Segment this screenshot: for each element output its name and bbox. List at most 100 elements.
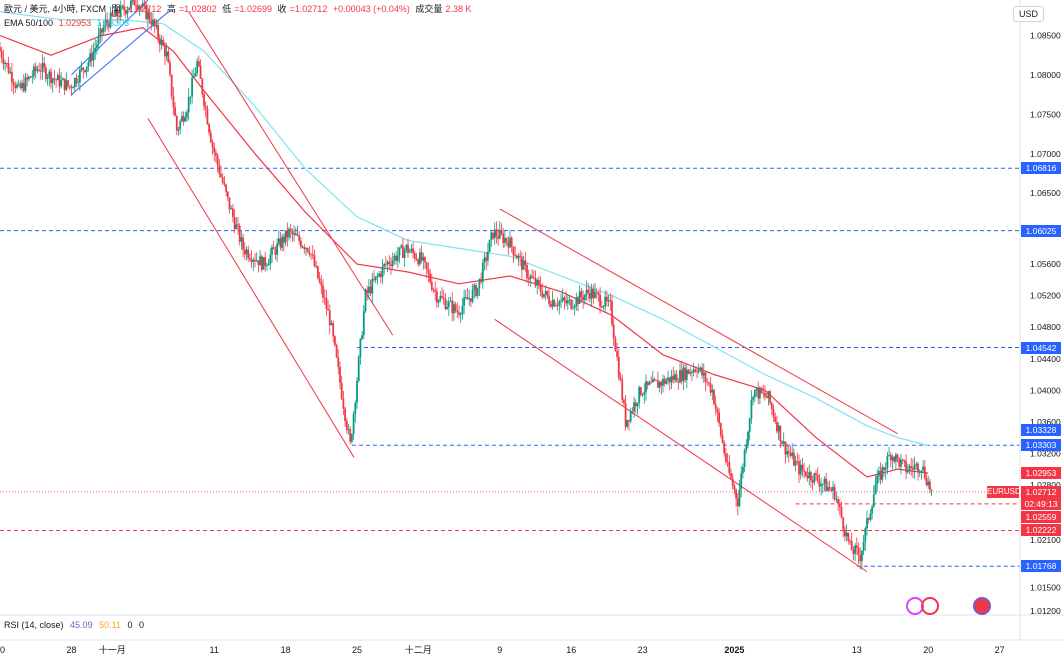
candle-body [879, 471, 882, 480]
candle-body [896, 454, 899, 459]
candle-body [551, 299, 554, 307]
price-tag: 1.03328 [1021, 423, 1061, 436]
candle-body [323, 297, 326, 299]
candle-body [623, 399, 625, 404]
candle-body [468, 298, 471, 300]
candle-body [184, 117, 187, 122]
candle-body [735, 489, 737, 499]
candle-body [762, 392, 765, 394]
candle-body [645, 381, 647, 393]
candle-body [816, 474, 819, 482]
candle-body [90, 53, 93, 61]
candle-body [915, 463, 918, 466]
y-tick-label: 1.07500 [1030, 109, 1061, 119]
candle-body [419, 252, 421, 265]
y-tick-label: 1.04000 [1030, 385, 1061, 395]
candle-body [454, 304, 457, 311]
y-tick-label: 1.03200 [1030, 448, 1061, 458]
candle-body [327, 308, 329, 311]
candle-body [459, 314, 462, 316]
flag-icon-3[interactable] [973, 597, 991, 615]
candle-body [466, 297, 469, 300]
candle-body [592, 288, 595, 298]
candle-body [420, 252, 423, 261]
channel-line[interactable] [188, 11, 394, 336]
flag-icon-2[interactable] [921, 597, 939, 615]
candle-body [21, 82, 23, 89]
candle-body [587, 289, 590, 294]
candle-body [515, 255, 518, 259]
candle-body [492, 232, 494, 239]
candle-body [179, 121, 182, 129]
candle-body [209, 132, 212, 143]
candle-body [657, 380, 659, 388]
candle-body [167, 51, 170, 63]
candle-body [230, 208, 233, 210]
candle-body [289, 228, 292, 232]
candle-body [271, 247, 273, 255]
candle-body [923, 466, 926, 479]
candle-body [55, 79, 57, 81]
rsi-header[interactable]: RSI (14, close) 45.09 50.11 0 0 [4, 620, 148, 630]
channel-line[interactable] [147, 118, 355, 458]
candle-body [721, 435, 724, 443]
candle-body [29, 76, 32, 78]
candle-body [796, 461, 799, 462]
candle-body [616, 351, 618, 357]
candle-body [475, 285, 477, 296]
candle-body [215, 152, 217, 156]
candle-body [238, 225, 241, 242]
y-tick-label: 1.08500 [1030, 30, 1061, 40]
channel-line[interactable] [499, 208, 898, 435]
candle-body [60, 80, 63, 87]
candle-body [157, 24, 159, 38]
candle-body [291, 231, 294, 235]
candle-body [844, 529, 846, 537]
candle-body [424, 257, 426, 263]
candle-body [451, 300, 454, 314]
candle-body [162, 39, 165, 46]
candle-body [804, 471, 807, 476]
currency-button[interactable]: USD [1012, 6, 1044, 22]
candle-body [580, 291, 583, 297]
candle-body [553, 299, 556, 307]
candle-body [753, 389, 756, 398]
candle-body [412, 248, 414, 254]
candle-body [685, 369, 688, 380]
candle-body [889, 455, 892, 461]
trendline-up-2[interactable] [71, 0, 149, 76]
candle-body [220, 173, 222, 178]
candle-body [498, 230, 501, 239]
candle-body [305, 248, 307, 250]
candle-body [141, 3, 144, 7]
candle-body [41, 63, 44, 72]
candle-body [646, 381, 649, 385]
ema-header[interactable]: EMA 50/100 1.02953 1.03303 [4, 18, 132, 29]
candle-body [830, 488, 833, 491]
candle-body [470, 298, 472, 302]
level-tag: 1.04542 [1021, 341, 1061, 354]
candle-body [175, 115, 178, 131]
channel-line[interactable] [494, 318, 868, 573]
candle-body [68, 85, 71, 87]
candle-body [46, 77, 49, 80]
candle-body [668, 377, 671, 383]
candle-body [5, 63, 8, 64]
candle-body [815, 473, 817, 475]
rsi-ma-value: 50.11 [99, 620, 121, 630]
candle-body [425, 262, 428, 270]
trendline-up[interactable] [71, 11, 169, 95]
candle-body [595, 291, 598, 293]
candle-body [12, 82, 15, 86]
candle-body [461, 305, 464, 315]
candle-body [362, 311, 365, 336]
y-tick-label: 1.06500 [1030, 188, 1061, 198]
candle-body [373, 279, 375, 281]
candle-body [922, 466, 924, 471]
candle-body [748, 418, 751, 432]
candle-body [782, 441, 785, 444]
candle-body [801, 464, 804, 471]
candle-body [614, 338, 617, 352]
candle-body [415, 258, 418, 260]
